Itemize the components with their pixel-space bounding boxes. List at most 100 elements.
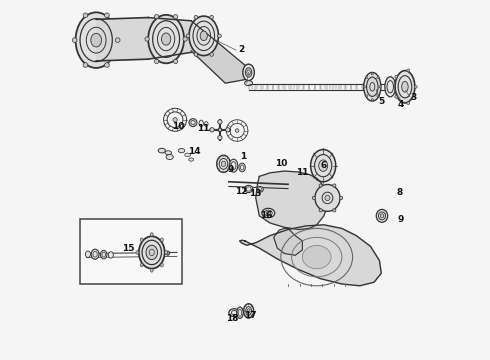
Ellipse shape (150, 233, 153, 236)
Ellipse shape (160, 238, 163, 242)
Ellipse shape (237, 307, 243, 319)
Ellipse shape (136, 251, 139, 254)
Ellipse shape (245, 315, 246, 316)
Ellipse shape (183, 37, 187, 41)
Ellipse shape (407, 69, 410, 72)
Ellipse shape (377, 77, 379, 79)
Ellipse shape (154, 59, 159, 64)
Text: 9: 9 (227, 165, 234, 174)
Ellipse shape (262, 208, 275, 218)
Ellipse shape (218, 169, 220, 170)
Ellipse shape (223, 155, 224, 157)
Ellipse shape (376, 210, 388, 222)
Ellipse shape (189, 119, 197, 127)
Ellipse shape (364, 72, 381, 101)
Ellipse shape (204, 122, 208, 127)
Ellipse shape (185, 153, 191, 157)
Ellipse shape (85, 251, 91, 257)
Ellipse shape (218, 135, 222, 140)
Ellipse shape (165, 151, 172, 155)
Ellipse shape (148, 15, 184, 63)
Ellipse shape (140, 263, 143, 267)
Ellipse shape (380, 214, 384, 218)
Ellipse shape (227, 158, 229, 159)
Ellipse shape (302, 246, 331, 269)
Ellipse shape (173, 14, 178, 19)
Ellipse shape (379, 86, 381, 88)
Ellipse shape (199, 120, 203, 127)
Polygon shape (191, 21, 248, 83)
Ellipse shape (235, 129, 239, 132)
Ellipse shape (366, 77, 368, 79)
Ellipse shape (104, 63, 109, 67)
Text: 12: 12 (235, 187, 247, 196)
Ellipse shape (194, 53, 197, 56)
Ellipse shape (227, 169, 229, 170)
Ellipse shape (218, 158, 220, 159)
Ellipse shape (311, 149, 336, 182)
Ellipse shape (395, 75, 398, 78)
Ellipse shape (407, 102, 410, 104)
Ellipse shape (319, 209, 322, 212)
Ellipse shape (251, 306, 252, 307)
Ellipse shape (248, 304, 249, 305)
Ellipse shape (200, 31, 207, 41)
Ellipse shape (165, 251, 168, 254)
Ellipse shape (223, 171, 224, 172)
Ellipse shape (100, 250, 107, 259)
Ellipse shape (218, 34, 221, 38)
Ellipse shape (318, 160, 328, 171)
Ellipse shape (402, 81, 408, 92)
Ellipse shape (139, 236, 165, 269)
Text: 9: 9 (398, 215, 404, 224)
Ellipse shape (178, 148, 185, 153)
Ellipse shape (229, 309, 240, 317)
Ellipse shape (377, 95, 379, 97)
Ellipse shape (319, 184, 322, 187)
Ellipse shape (140, 238, 143, 242)
Ellipse shape (371, 73, 373, 75)
Text: 10: 10 (172, 122, 185, 131)
Text: 2: 2 (238, 45, 245, 54)
Ellipse shape (166, 251, 170, 255)
Ellipse shape (145, 37, 149, 41)
Ellipse shape (229, 159, 238, 172)
Ellipse shape (218, 128, 221, 132)
Ellipse shape (186, 34, 190, 38)
Text: 6: 6 (321, 161, 327, 170)
Ellipse shape (333, 184, 336, 187)
Ellipse shape (210, 15, 214, 19)
Ellipse shape (210, 53, 214, 56)
Ellipse shape (266, 211, 270, 215)
Ellipse shape (115, 38, 120, 42)
Text: 15: 15 (122, 244, 135, 253)
Ellipse shape (312, 196, 316, 199)
Text: 1: 1 (240, 152, 246, 161)
Ellipse shape (173, 118, 177, 122)
Ellipse shape (146, 245, 157, 260)
Ellipse shape (73, 38, 77, 42)
Ellipse shape (245, 81, 252, 86)
Ellipse shape (247, 309, 250, 313)
Ellipse shape (248, 317, 249, 318)
Polygon shape (240, 225, 381, 286)
Ellipse shape (252, 310, 253, 311)
Ellipse shape (340, 196, 343, 199)
Polygon shape (274, 228, 302, 255)
Ellipse shape (91, 33, 101, 47)
Ellipse shape (395, 95, 398, 98)
Ellipse shape (245, 68, 252, 77)
Text: 18: 18 (226, 314, 239, 323)
Ellipse shape (218, 120, 222, 124)
Ellipse shape (315, 184, 340, 211)
Text: 13: 13 (249, 189, 262, 198)
Ellipse shape (189, 158, 194, 161)
Ellipse shape (194, 15, 197, 19)
Bar (80, 220, 182, 284)
Text: 4: 4 (398, 100, 404, 109)
Ellipse shape (217, 155, 230, 172)
Text: 8: 8 (396, 188, 402, 197)
Ellipse shape (245, 185, 253, 193)
Polygon shape (256, 171, 327, 229)
Ellipse shape (244, 310, 245, 311)
